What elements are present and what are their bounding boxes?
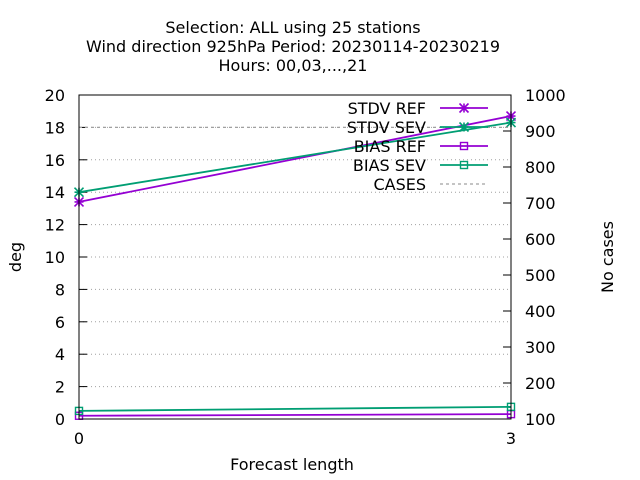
title-line-3: Hours: 00,03,...,21 [219, 56, 368, 75]
legend-label: CASES [373, 175, 426, 194]
y2-tick-label: 200 [525, 374, 556, 393]
legend-label: STDV SEV [347, 118, 426, 137]
y2-axis-ticks: 100 200 300 400 500 600 700 800 900 1000 [503, 86, 566, 429]
series-bias-ref [74, 409, 516, 420]
y-axis-label: deg [6, 242, 25, 272]
y2-tick-label: 800 [525, 158, 556, 177]
point-marker [459, 160, 469, 170]
y2-tick-label: 300 [525, 338, 556, 357]
x-axis-label: Forecast length [230, 455, 354, 474]
y-tick-label: 6 [55, 313, 65, 332]
y-tick-label: 10 [45, 248, 65, 267]
series-line [78, 405, 512, 412]
y-tick-label: 16 [45, 151, 65, 170]
legend-entry: BIAS REF [354, 137, 488, 156]
series-group [73, 110, 517, 420]
y2-tick-label: 1000 [525, 86, 566, 105]
legend-entry: BIAS SEV [353, 156, 488, 175]
y-tick-label: 20 [45, 86, 65, 105]
gridlines [79, 126, 511, 388]
x-tick-label: 3 [506, 429, 516, 448]
y-tick-label: 4 [55, 345, 65, 364]
y-axis-ticks: 0 2 4 6 8 10 12 14 16 18 20 [45, 86, 87, 429]
point-marker [459, 141, 469, 151]
legend-entry: CASES [373, 175, 488, 194]
y2-tick-label: 400 [525, 302, 556, 321]
series-line [78, 115, 512, 203]
y2-tick-label: 700 [525, 194, 556, 213]
legend-label: STDV REF [348, 99, 426, 118]
y-tick-label: 8 [55, 280, 65, 299]
legend-label: BIAS REF [354, 137, 426, 156]
y-tick-label: 14 [45, 183, 65, 202]
y-tick-label: 2 [55, 378, 65, 397]
y-tick-label: 0 [55, 410, 65, 429]
legend-label: BIAS SEV [353, 156, 426, 175]
point-marker [458, 102, 470, 114]
y-tick-label: 18 [45, 118, 65, 137]
y2-tick-label: 900 [525, 122, 556, 141]
plot-frame [78, 94, 512, 420]
y2-tick-label: 100 [525, 410, 556, 429]
y2-axis-label: No cases [598, 221, 617, 293]
chart-title: Selection: ALL using 25 stations Wind di… [86, 18, 500, 75]
legend-entry: STDV REF [348, 99, 488, 118]
title-line-1: Selection: ALL using 25 stations [165, 18, 420, 37]
series-line [78, 413, 512, 417]
point-marker [458, 121, 470, 133]
title-line-2: Wind direction 925hPa Period: 20230114-2… [86, 37, 500, 56]
y2-tick-label: 500 [525, 266, 556, 285]
x-tick-label: 0 [74, 429, 84, 448]
series-line [78, 121, 512, 194]
y-tick-label: 12 [45, 216, 65, 235]
y2-tick-label: 600 [525, 230, 556, 249]
series-bias-sev [74, 402, 516, 416]
legend-entry: STDV SEV [347, 118, 488, 137]
series-stdv-sev [73, 117, 517, 198]
